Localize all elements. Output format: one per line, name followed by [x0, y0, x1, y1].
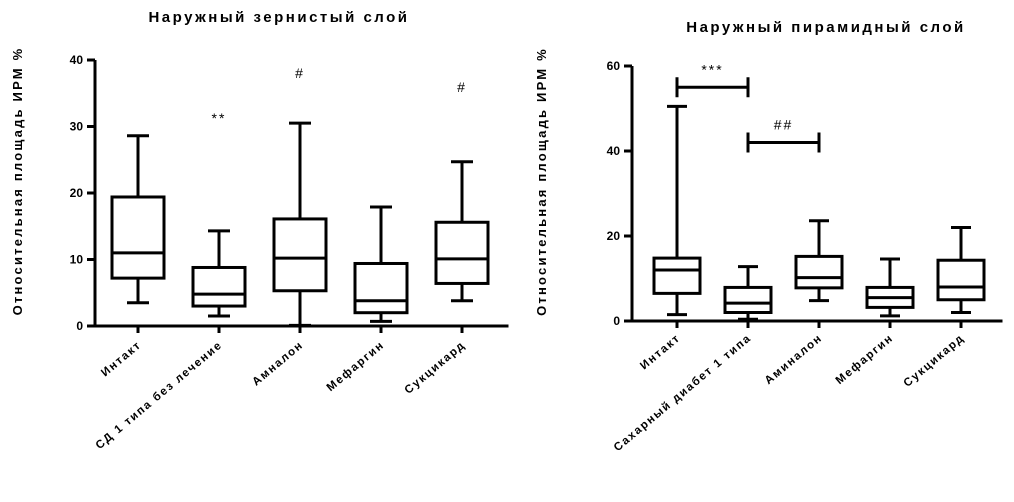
- y-tick-label: 40: [607, 144, 621, 158]
- box-3: [794, 219, 844, 303]
- chart-outer-pyramidal-layer: Наружный пирамидный слой Относительная пл…: [534, 19, 1003, 454]
- y-tick-label: 30: [70, 120, 84, 134]
- iqr-box: [434, 220, 490, 285]
- box-4: [353, 205, 409, 323]
- category-label: Интакт: [638, 332, 683, 372]
- category-label: Мефаргин: [325, 339, 387, 394]
- iqr-box: [191, 265, 247, 308]
- category-label: Амналон: [250, 339, 306, 388]
- category-label: СД 1 типа без лечение: [94, 339, 225, 452]
- box-5: [936, 226, 986, 314]
- y-tick-label: 20: [607, 229, 621, 243]
- box-1: [110, 134, 166, 305]
- category-label: Сахарный диабет 1 типа: [612, 332, 754, 454]
- box-4: [865, 257, 915, 318]
- significance-mark: ***: [701, 61, 723, 77]
- iqr-box: [652, 256, 702, 295]
- category-label: Интакт: [99, 339, 144, 379]
- significance-mark: **: [212, 110, 227, 126]
- iqr-box: [353, 261, 409, 315]
- box-2: [191, 229, 247, 318]
- box-5: [434, 160, 490, 303]
- y-tick-label: 20: [70, 186, 84, 200]
- box-3: [272, 121, 328, 327]
- chart-outer-granular-layer: Наружный зернистый слой Относительная пло…: [10, 9, 509, 452]
- chart-title: Наружный пирамидный слой: [686, 19, 966, 36]
- significance-mark: ##: [774, 117, 794, 133]
- y-tick-label: 60: [607, 59, 621, 73]
- category-label: Сукцикард: [902, 332, 967, 390]
- y-tick-label: 40: [70, 53, 84, 67]
- y-axis-label: Относительная площадь ИРМ %: [10, 47, 25, 316]
- category-label: Сукцикард: [403, 339, 468, 397]
- chart-title: Наружный зернистый слой: [148, 9, 409, 26]
- significance-mark: #: [457, 79, 467, 95]
- box-2: [723, 265, 773, 321]
- category-label: Аминалон: [763, 332, 825, 387]
- iqr-box: [272, 217, 328, 293]
- y-tick-label: 10: [70, 253, 84, 267]
- iqr-box: [794, 254, 844, 290]
- box-1: [652, 104, 702, 317]
- y-axis-label: Относительная площадь ИРМ %: [534, 47, 549, 316]
- iqr-box: [936, 258, 986, 302]
- y-tick-label: 0: [613, 314, 620, 328]
- category-label: Мефаргин: [834, 332, 896, 387]
- y-tick-label: 0: [76, 319, 83, 333]
- iqr-box: [110, 195, 166, 280]
- significance-mark: #: [295, 65, 305, 81]
- iqr-box: [723, 285, 773, 314]
